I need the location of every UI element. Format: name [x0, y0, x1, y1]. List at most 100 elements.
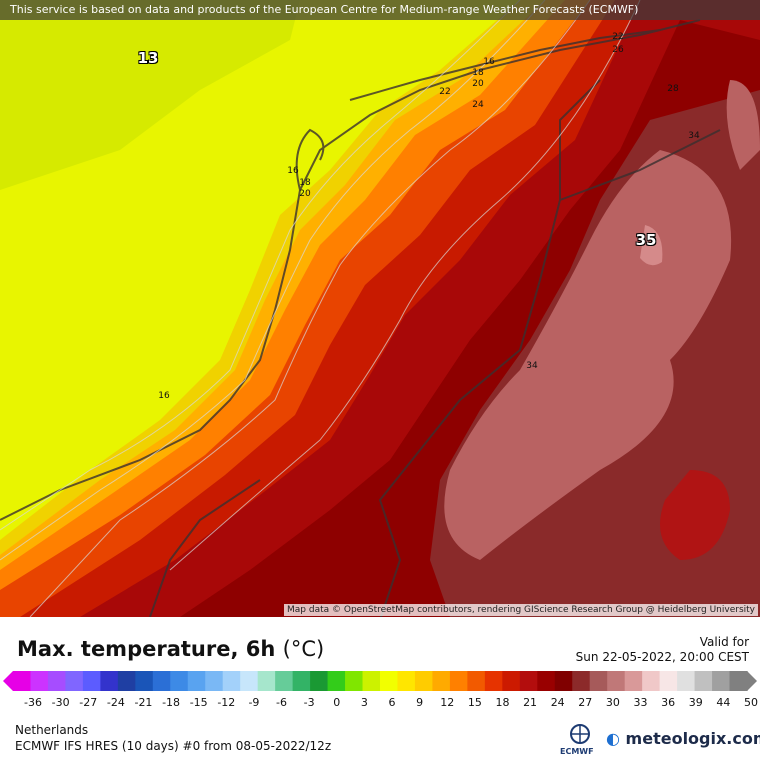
- scale-swatch: [380, 671, 399, 691]
- contour-label: 20: [472, 79, 484, 89]
- scale-swatch: [677, 671, 696, 691]
- ecmwf-logo[interactable]: ECMWF: [560, 721, 600, 757]
- scale-swatch: [275, 671, 294, 691]
- scale-swatch: [642, 671, 661, 691]
- scale-swatch: [345, 671, 364, 691]
- scale-swatch: [624, 671, 643, 691]
- scale-tick-label: -21: [134, 696, 153, 709]
- scale-tick-label: -3: [303, 696, 315, 709]
- scale-tick-label: 33: [633, 696, 648, 709]
- scale-tick-label: 36: [661, 696, 676, 709]
- scale-swatch: [117, 671, 136, 691]
- scale-swatch: [449, 671, 468, 691]
- scale-tick-label: -18: [162, 696, 181, 709]
- valid-label: Valid for: [699, 635, 749, 649]
- scale-tick-label: -9: [248, 696, 260, 709]
- scale-tick-label: 30: [605, 696, 620, 709]
- scale-swatch: [484, 671, 503, 691]
- contour-label: 18: [299, 178, 311, 188]
- ecmwf-notice-banner: This service is based on data and produc…: [0, 0, 760, 20]
- scale-swatch: [712, 671, 731, 691]
- max-label-land: 35: [635, 231, 657, 249]
- scale-swatch: [467, 671, 486, 691]
- scale-swatch: [30, 671, 49, 691]
- map-attribution[interactable]: Map data © OpenStreetMap contributors, r…: [284, 604, 758, 616]
- scale-tick-label: -36: [24, 696, 42, 709]
- valid-time-block: Valid for Sun 22-05-2022, 20:00 CEST: [576, 635, 749, 665]
- scale-swatch: [152, 671, 171, 691]
- scale-swatch: [502, 671, 521, 691]
- max-label-sea: 13: [137, 49, 159, 67]
- scale-tick-label: 39: [688, 696, 703, 709]
- ecmwf-logo-text: ECMWF: [560, 747, 594, 756]
- model-run: ECMWF IFS HRES (10 days) #0 from 08-05-2…: [15, 739, 332, 753]
- scale-arrow-low: [3, 671, 13, 691]
- scale-tick-label: 3: [360, 696, 368, 709]
- valid-time: Sun 22-05-2022, 20:00 CEST: [575, 650, 749, 664]
- scale-swatch: [100, 671, 119, 691]
- contour-label: 24: [472, 100, 484, 110]
- brand-name: meteologix.com: [625, 729, 760, 748]
- contour-label: 16: [287, 166, 299, 176]
- scale-swatch: [729, 671, 748, 691]
- scale-swatch: [310, 671, 329, 691]
- contour-label: 18: [472, 68, 484, 78]
- ecmwf-logo-icon: [570, 724, 590, 744]
- scale-tick-label: 15: [467, 696, 482, 709]
- color-scale-ticks: -36 -30 -27 -24 -21 -18 -15 -12 -9 -6 -3 0 3 6 9 12 15 18…: [3, 696, 758, 710]
- contour-label: 16: [158, 391, 170, 401]
- scale-tick-label: 27: [578, 696, 593, 709]
- scale-swatch: [13, 671, 32, 691]
- scale-tick-label: -24: [106, 696, 125, 709]
- scale-tick-label: 9: [416, 696, 424, 709]
- meteologix-brand[interactable]: ◐ meteologix.com: [606, 729, 760, 748]
- contour-label: 26: [612, 45, 624, 55]
- scale-tick-label: -15: [189, 696, 208, 709]
- scale-swatch: [362, 671, 381, 691]
- scale-tick-label: 18: [495, 696, 510, 709]
- scale-arrow-high: [747, 671, 757, 691]
- contour-label: 16: [483, 57, 495, 67]
- contour-label: 28: [667, 84, 679, 94]
- map-title: Max. temperature, 6h (°C): [17, 637, 324, 661]
- scale-swatch: [222, 671, 241, 691]
- scale-swatch: [572, 671, 591, 691]
- scale-swatch: [607, 671, 626, 691]
- scale-swatch: [519, 671, 538, 691]
- scale-tick-label: -6: [276, 696, 288, 709]
- scale-swatch: [432, 671, 451, 691]
- temperature-field: [0, 0, 760, 617]
- scale-swatch: [694, 671, 713, 691]
- region-name: Netherlands: [15, 723, 89, 737]
- temperature-map[interactable]: This service is based on data and produc…: [0, 0, 760, 617]
- scale-swatch: [170, 671, 189, 691]
- legend-panel: Max. temperature, 6h (°C) Valid for Sun …: [0, 617, 760, 760]
- scale-swatch: [589, 671, 608, 691]
- scale-swatch: [187, 671, 206, 691]
- contour-label: 20: [299, 189, 311, 199]
- scale-swatch: [414, 671, 434, 691]
- scale-swatch: [240, 671, 259, 691]
- scale-swatch: [82, 671, 101, 691]
- scale-swatch: [327, 671, 346, 691]
- scale-tick-label: 0: [333, 696, 341, 709]
- contour-label: 22: [439, 87, 451, 97]
- scale-tick-label: 12: [440, 696, 455, 709]
- scale-swatch: [292, 671, 311, 691]
- title-unit: (°C): [282, 637, 325, 661]
- scale-swatch: [554, 671, 573, 691]
- scale-tick-label: 44: [716, 696, 731, 709]
- contour-label: 22: [612, 32, 624, 42]
- contour-label: 34: [526, 361, 538, 371]
- color-scale-bar: [3, 671, 757, 691]
- scale-tick-label: 21: [523, 696, 538, 709]
- scale-swatch: [537, 671, 556, 691]
- scale-tick-label: 24: [550, 696, 565, 709]
- scale-tick-label: -12: [217, 696, 236, 709]
- scale-tick-label: 50: [744, 696, 758, 709]
- scale-swatch: [135, 671, 154, 691]
- meteologix-globe-icon: ◐: [606, 729, 620, 748]
- scale-swatch: [205, 671, 224, 691]
- scale-tick-label: -27: [79, 696, 98, 709]
- title-text: Max. temperature, 6h: [17, 637, 276, 661]
